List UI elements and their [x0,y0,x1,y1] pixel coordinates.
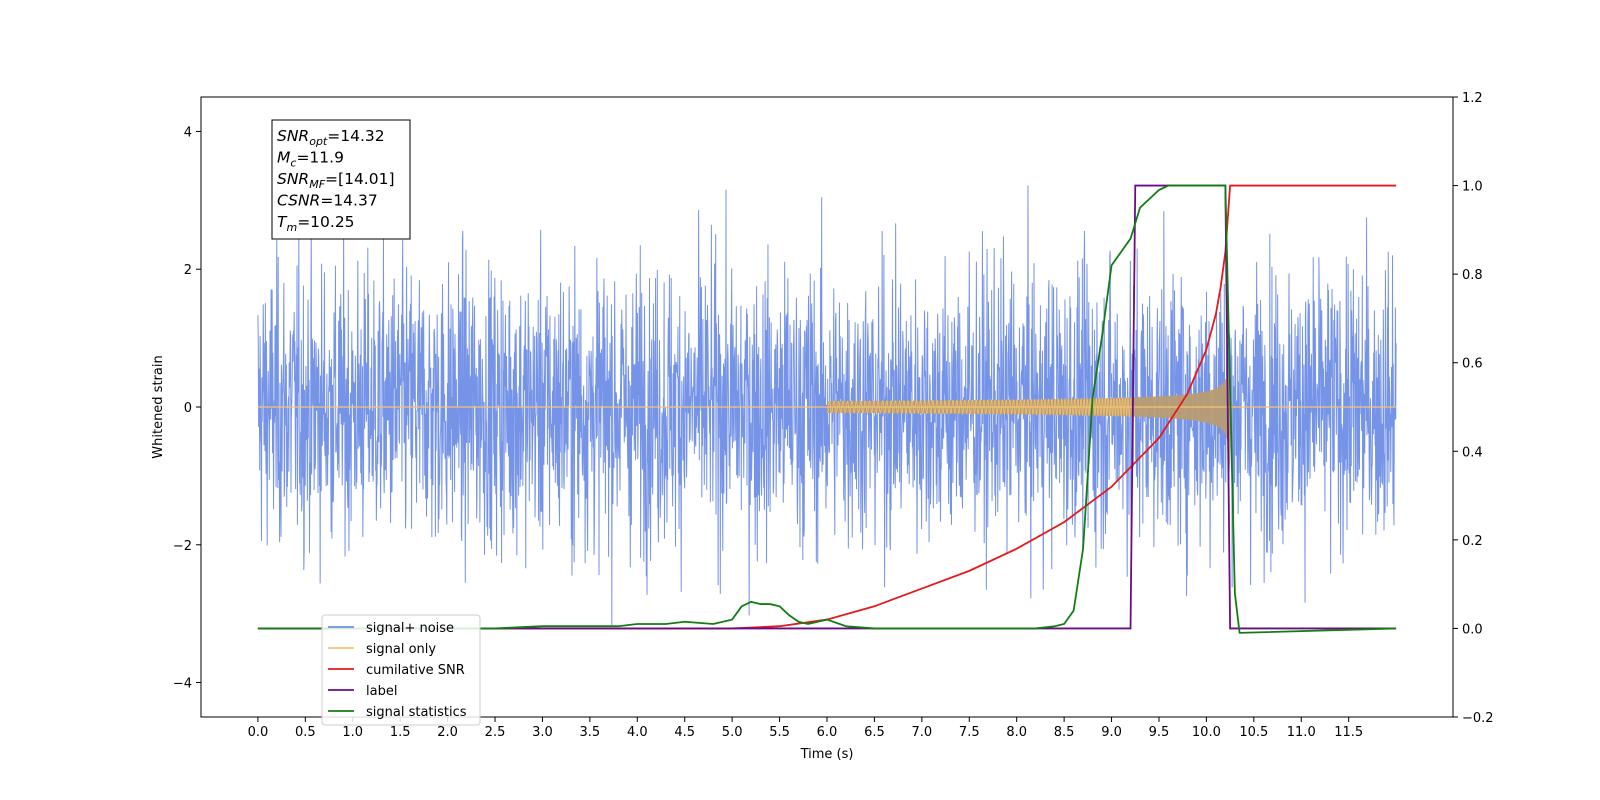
info-value: =14.37 [320,192,377,210]
x-tick-label: 10.5 [1239,725,1268,740]
info-sub: MF [309,178,325,191]
y2-axis-ticks: 1.2 1.0 0.8 0.6 0.4 0.2 0.0 −0.2 [1453,91,1494,726]
x-tick-label: 2.0 [437,725,458,740]
x-tick-label: 1.5 [390,725,411,740]
info-row: SNRopt=14.32 [277,127,385,148]
x-tick-label: 2.5 [485,725,506,740]
plot-area [257,184,1397,634]
right-axis-series [257,184,1397,634]
legend-label: label [366,684,397,699]
info-row: Tm=10.25 [277,213,355,234]
info-value: =14.32 [327,127,384,145]
y2-tick-label: −0.2 [1462,711,1494,726]
y-tick-label: 2 [184,263,192,278]
info-sub: opt [309,135,328,148]
x-axis-label: Time (s) [800,747,854,762]
y-tick-label: −4 [173,677,192,692]
y2-tick-label: 0.2 [1462,534,1483,549]
y-tick-label: −2 [173,539,192,554]
info-row: CSNR=14.37 [277,192,378,210]
x-tick-label: 3.0 [532,725,553,740]
y-tick-label: 4 [184,125,192,140]
x-tick-label: 4.0 [627,725,648,740]
y2-tick-label: 1.2 [1462,91,1483,106]
info-value: =10.25 [297,213,354,231]
info-var: SNR [277,170,309,188]
x-tick-label: 1.0 [342,725,363,740]
x-tick-label: 3.5 [580,725,601,740]
signal-chirp [826,396,1131,418]
signal-series [257,340,1397,474]
y2-tick-label: 0.4 [1462,445,1483,460]
info-sub: m [286,221,297,234]
info-var: SNR [277,127,309,145]
x-tick-label: 11.5 [1334,725,1363,740]
info-var: CSNR [277,192,320,210]
legend-label: signal statistics [366,705,467,720]
x-tick-label: 9.5 [1149,725,1170,740]
info-row: SNRMF=[14.01] [277,170,395,191]
x-tick-label: 5.5 [769,725,790,740]
x-tick-label: 7.0 [912,725,933,740]
info-value: =11.9 [296,149,344,167]
x-tick-label: 8.5 [1054,725,1075,740]
x-tick-label: 10.0 [1192,725,1221,740]
y2-tick-label: 0.6 [1462,357,1483,372]
y-tick-label: 0 [184,401,192,416]
info-var: M [277,149,290,167]
y2-tick-label: 0.0 [1462,622,1483,637]
series-signal-statistics [257,184,1397,634]
x-tick-label: 6.5 [864,725,885,740]
y2-tick-label: 1.0 [1462,180,1483,195]
info-box: SNRopt=14.32Mc=11.9SNRMF=[14.01]CSNR=14.… [271,119,411,240]
x-tick-label: 0.0 [248,725,269,740]
legend-label: cumilative SNR [366,663,465,678]
info-box-frame [271,119,411,240]
legend: signal+ noise signal only cumilative SNR la… [321,614,481,726]
x-tick-label: 4.5 [674,725,695,740]
legend-frame [321,614,481,726]
x-tick-label: 0.5 [295,725,316,740]
x-tick-label: 8.0 [1006,725,1027,740]
x-tick-label: 9.0 [1101,725,1122,740]
legend-label: signal+ noise [366,621,454,636]
x-tick-label: 6.0 [817,725,838,740]
y-axis-label: Whitened strain [151,355,166,458]
info-row: Mc=11.9 [277,149,344,170]
x-axis-ticks: 0.0 0.5 1.0 1.5 2.0 2.5 3.0 3.5 4.0 4.5 5.0 5.5 6.0 6… [248,717,1363,740]
x-tick-label: 11.0 [1287,725,1316,740]
y-axis-ticks: 4 2 0 −2 −4 [173,125,201,692]
x-tick-label: 5.0 [722,725,743,740]
info-var: T [277,213,288,231]
x-tick-label: 7.5 [959,725,980,740]
info-sub: c [290,157,296,170]
y2-tick-label: 0.8 [1462,268,1483,283]
legend-label: signal only [366,642,436,657]
series-cumilative-snr [257,184,1397,630]
info-value: =[14.01] [325,170,394,188]
